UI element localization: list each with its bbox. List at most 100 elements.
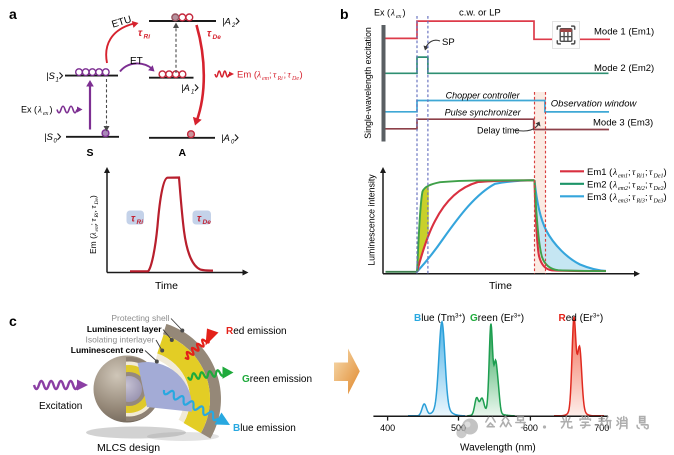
svg-text:Red (Er3+): Red (Er3+)	[559, 313, 604, 324]
svg-text:λ: λ	[612, 168, 617, 178]
svg-text:Excitation: Excitation	[39, 401, 82, 412]
svg-text:Mode 2 (Em2): Mode 2 (Em2)	[594, 63, 654, 74]
svg-text:Ri2: Ri2	[636, 186, 645, 192]
svg-text:ex: ex	[43, 111, 49, 117]
svg-text:700: 700	[594, 423, 609, 433]
svg-text:λ: λ	[612, 181, 617, 191]
svg-text:Em (: Em (	[237, 70, 258, 81]
svg-text:τ: τ	[632, 181, 636, 191]
svg-text:A: A	[179, 147, 187, 159]
svg-text:Mode 3 (Em3): Mode 3 (Em3)	[593, 118, 653, 129]
svg-text:|S: |S	[44, 132, 53, 143]
svg-text:τ: τ	[131, 214, 136, 225]
svg-text:τ: τ	[649, 193, 653, 203]
svg-text:Em (: Em (	[88, 236, 98, 254]
svg-text:em: em	[262, 76, 270, 82]
svg-text:Ri: Ri	[137, 219, 144, 226]
svg-text:): )	[50, 105, 53, 115]
svg-text:Isolating interlayer: Isolating interlayer	[86, 335, 155, 345]
svg-text:Ri1: Ri1	[636, 173, 645, 179]
svg-text:;: ;	[645, 167, 648, 178]
svg-text:ex: ex	[396, 14, 402, 20]
svg-text:|S: |S	[46, 71, 55, 82]
svg-text:;: ;	[88, 223, 98, 225]
svg-text:De2: De2	[653, 186, 664, 192]
svg-text:τ: τ	[649, 181, 653, 191]
svg-text:Ex (: Ex (	[21, 105, 37, 115]
svg-text:Pulse synchronizer: Pulse synchronizer	[445, 108, 522, 118]
svg-text:600: 600	[523, 423, 538, 433]
svg-text:De1: De1	[653, 173, 664, 179]
svg-text:Em2 (: Em2 (	[587, 180, 613, 191]
svg-text:0: 0	[231, 140, 235, 146]
svg-text:Ri3: Ri3	[636, 198, 645, 204]
svg-text:De: De	[203, 219, 212, 226]
svg-text:S: S	[87, 147, 94, 159]
svg-text:Ri: Ri	[94, 212, 100, 218]
svg-text:SP: SP	[442, 37, 455, 48]
svg-text:400: 400	[380, 423, 395, 433]
svg-text:τ: τ	[649, 168, 653, 178]
svg-text:c.w. or LP: c.w. or LP	[459, 8, 501, 19]
svg-text:b: b	[340, 6, 349, 22]
svg-text:;: ;	[269, 70, 272, 81]
svg-text:τ: τ	[207, 29, 212, 40]
svg-text:τ: τ	[88, 205, 98, 209]
svg-text:0: 0	[54, 139, 58, 145]
svg-text:,: ,	[88, 210, 98, 212]
svg-text:): )	[403, 8, 406, 18]
svg-text:|A: |A	[222, 17, 231, 28]
svg-text:De: De	[94, 198, 100, 206]
svg-text:τ: τ	[632, 168, 636, 178]
svg-text:Luminescent core: Luminescent core	[71, 345, 144, 355]
svg-text:Em3 (: Em3 (	[587, 192, 613, 203]
svg-text:τ: τ	[273, 71, 277, 81]
svg-text:;: ;	[284, 70, 287, 81]
svg-text:): )	[664, 180, 667, 191]
svg-text:em3: em3	[618, 198, 628, 204]
svg-text:c: c	[9, 313, 17, 329]
svg-text:Single-wavelength excitation: Single-wavelength excitation	[363, 27, 373, 139]
svg-text:;: ;	[628, 167, 631, 178]
svg-text:λ: λ	[390, 8, 395, 18]
svg-text:λ: λ	[256, 71, 261, 81]
svg-text:Wavelength (nm): Wavelength (nm)	[460, 443, 536, 454]
svg-text:Red emission: Red emission	[226, 326, 287, 337]
svg-text:Ri: Ri	[277, 76, 284, 82]
svg-text:;: ;	[628, 180, 631, 191]
svg-text:Luminescence intensity: Luminescence intensity	[367, 174, 377, 266]
svg-text:1: 1	[56, 78, 59, 84]
svg-text:MLCS design: MLCS design	[97, 442, 160, 454]
svg-text:Blue (Tm3+): Blue (Tm3+)	[414, 313, 465, 324]
svg-text:em1: em1	[618, 173, 628, 179]
svg-text:λ: λ	[612, 193, 617, 203]
svg-text:): )	[88, 195, 98, 198]
svg-text:Chopper controller: Chopper controller	[446, 91, 521, 101]
svg-text:λ: λ	[88, 232, 98, 237]
svg-text:Protecting shell: Protecting shell	[111, 313, 169, 323]
svg-text:a: a	[9, 6, 17, 22]
svg-text:τ: τ	[138, 28, 143, 39]
svg-text:|A: |A	[221, 133, 230, 144]
svg-text:;: ;	[645, 192, 648, 203]
svg-text:2: 2	[231, 23, 236, 29]
svg-text:): )	[664, 167, 667, 178]
svg-text:τ: τ	[632, 193, 636, 203]
svg-text:500: 500	[451, 423, 466, 433]
svg-text:Delay time: Delay time	[477, 126, 520, 136]
svg-text:De3: De3	[653, 198, 664, 204]
svg-text:Luminescent layer: Luminescent layer	[87, 324, 162, 334]
svg-text:;: ;	[628, 192, 631, 203]
svg-text:λ: λ	[37, 105, 42, 115]
svg-text:Green (Er3+): Green (Er3+)	[470, 313, 524, 324]
svg-text:Em1 (: Em1 (	[587, 167, 613, 178]
svg-text:Observation window: Observation window	[551, 99, 638, 110]
svg-text:Ri: Ri	[144, 34, 151, 41]
svg-text:em: em	[94, 225, 100, 231]
svg-text:Time: Time	[155, 280, 178, 292]
svg-text:): )	[300, 70, 303, 81]
svg-text:1: 1	[191, 90, 194, 96]
svg-text:τ: τ	[197, 214, 202, 225]
svg-text:): )	[664, 192, 667, 203]
svg-text:τ: τ	[288, 71, 292, 81]
